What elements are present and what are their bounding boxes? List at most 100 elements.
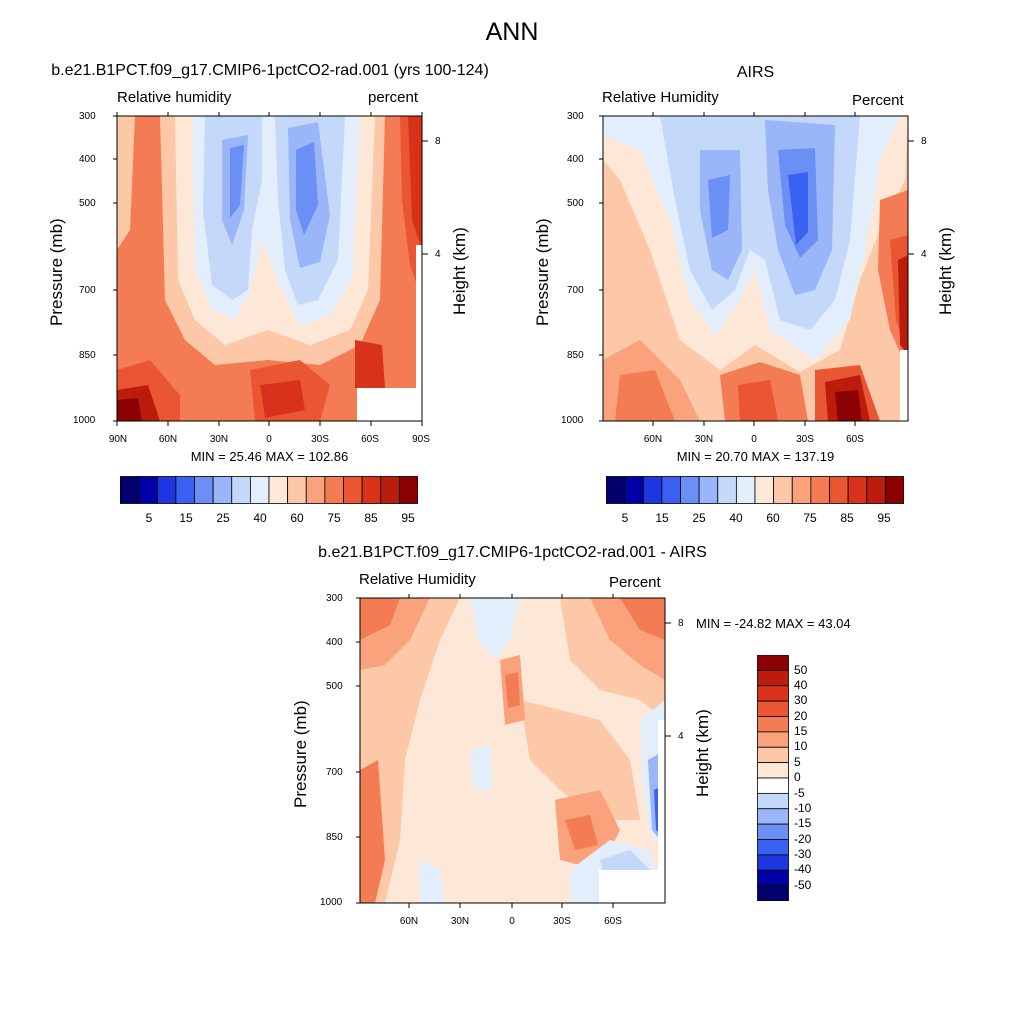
panel3-ytick: 300 bbox=[326, 593, 343, 604]
panel1-units-label: percent bbox=[368, 89, 419, 106]
colorbar-swatch bbox=[757, 655, 789, 671]
panel2-ytick: 300 bbox=[567, 111, 584, 122]
colorbar-swatch bbox=[757, 685, 789, 702]
panel3-ytick: 400 bbox=[326, 637, 343, 648]
colorbar-swatch bbox=[757, 839, 789, 856]
panel1-xtick: 0 bbox=[266, 434, 272, 445]
panel3-cb-tick: 5 bbox=[794, 755, 801, 769]
panel2-xtick: 60N bbox=[643, 434, 663, 445]
panel1-ytick: 300 bbox=[79, 111, 96, 122]
panel1-cb-tick: 5 bbox=[145, 511, 153, 525]
panel3-cb-tick: -30 bbox=[794, 847, 812, 861]
panel1-cb-tick: 60 bbox=[290, 511, 304, 525]
panel1-cb-tick: 85 bbox=[364, 511, 378, 525]
panel1-cb-tick: 95 bbox=[401, 511, 415, 525]
panel2-ytick: 1000 bbox=[561, 415, 584, 426]
panel3-colorbar bbox=[757, 655, 789, 901]
colorbar-swatch bbox=[884, 476, 904, 504]
colorbar-swatch bbox=[757, 746, 789, 764]
panel2-units-label: Percent bbox=[852, 92, 904, 109]
panel2-xtick: 30N bbox=[694, 434, 714, 445]
panel1-xtick: 60S bbox=[361, 434, 379, 445]
panel1-ytick: 500 bbox=[79, 198, 96, 209]
panel1-cb-tick: 15 bbox=[179, 511, 193, 525]
colorbar-swatch bbox=[757, 854, 789, 871]
colorbar-swatch bbox=[398, 476, 418, 504]
panel3-units-label: Percent bbox=[609, 574, 661, 591]
panel3-xtick: 60N bbox=[399, 916, 419, 927]
panel1-cb-tick: 25 bbox=[216, 511, 230, 525]
panel3-cb-tick: 40 bbox=[794, 678, 808, 692]
panel3-cb-tick: 0 bbox=[794, 770, 801, 784]
panel2-ytick: 700 bbox=[567, 285, 584, 296]
panel2-cb-tick: 40 bbox=[729, 511, 743, 525]
panel3-cb-tick: 30 bbox=[794, 693, 808, 707]
panel2-cb-tick: 95 bbox=[877, 511, 891, 525]
panel3-cb-tick: 20 bbox=[794, 709, 808, 723]
panel3-ytick: 1000 bbox=[320, 897, 343, 908]
panel2-cb-tick: 5 bbox=[621, 511, 629, 525]
panel1-ytick: 400 bbox=[79, 154, 96, 165]
colorbar-swatch bbox=[757, 669, 789, 687]
panel2-xtick: 0 bbox=[751, 434, 757, 445]
panel1-ytick: 1000 bbox=[73, 415, 96, 426]
panel2-cb-tick: 75 bbox=[803, 511, 817, 525]
panel3-xtick: 30N bbox=[450, 916, 470, 927]
panel2-case-title: AIRS bbox=[736, 64, 775, 81]
panel2-ytick: 850 bbox=[567, 350, 584, 361]
figure-title: ANN bbox=[485, 18, 539, 46]
panel1-ytick-right: 4 bbox=[435, 249, 441, 260]
panel2-cb-tick: 15 bbox=[655, 511, 669, 525]
panel3-ytick: 850 bbox=[326, 832, 343, 843]
colorbar-swatch bbox=[757, 716, 789, 733]
colorbar-swatch bbox=[757, 885, 789, 901]
panel3-case-title: b.e21.B1PCT.f09_g17.CMIP6-1pctCO2-rad.00… bbox=[318, 544, 707, 561]
panel3-cb-tick: -50 bbox=[794, 878, 812, 892]
colorbar-swatch bbox=[757, 700, 789, 717]
panel2-xtick: 60S bbox=[846, 434, 864, 445]
panel3-cb-tick: -20 bbox=[794, 832, 812, 846]
colorbar-swatch bbox=[757, 777, 789, 794]
colorbar-swatch bbox=[757, 731, 789, 748]
panel3-xtick: 0 bbox=[509, 916, 515, 927]
panel2-cb-tick: 85 bbox=[840, 511, 854, 525]
panel1-xtick: 30S bbox=[311, 434, 329, 445]
colorbar-swatch bbox=[757, 869, 789, 887]
panel3-cb-tick: -5 bbox=[794, 786, 805, 800]
panel3-field-label: Relative Humidity bbox=[359, 571, 476, 588]
panel1-cb-tick: 75 bbox=[327, 511, 341, 525]
panel2-ytick-right: 4 bbox=[921, 249, 927, 260]
panel1-colorbar bbox=[120, 476, 418, 504]
panel2-cb-tick: 25 bbox=[692, 511, 706, 525]
panel2-ytick-right: 8 bbox=[921, 136, 927, 147]
panel3-cb-tick: 50 bbox=[794, 663, 808, 677]
panel3-cb-tick: -10 bbox=[794, 801, 812, 815]
panel2-ytick: 400 bbox=[567, 154, 584, 165]
colorbar-swatch bbox=[757, 762, 789, 779]
panel3-cb-tick: -15 bbox=[794, 816, 812, 830]
colorbar-swatch bbox=[757, 823, 789, 840]
panel2-minmax: MIN = 20.70 MAX = 137.19 bbox=[676, 449, 835, 464]
panel3-cb-tick: -40 bbox=[794, 862, 812, 876]
panel3-xtick: 60S bbox=[604, 916, 622, 927]
panel1-xtick: 30N bbox=[209, 434, 229, 445]
colorbar-swatch bbox=[757, 808, 789, 825]
panel2-xtick: 30S bbox=[796, 434, 814, 445]
panel2-cb-tick: 60 bbox=[766, 511, 780, 525]
panel3-ytick: 700 bbox=[326, 767, 343, 778]
panel3-xtick: 30S bbox=[553, 916, 571, 927]
panel1-xtick: 60N bbox=[158, 434, 178, 445]
panel2-field-label: Relative Humidity bbox=[602, 89, 719, 106]
panel3-cb-tick: 10 bbox=[794, 739, 808, 753]
panel1-cb-tick: 40 bbox=[253, 511, 267, 525]
panel1-field-label: Relative humidity bbox=[117, 89, 232, 106]
panel1-minmax: MIN = 25.46 MAX = 102.86 bbox=[190, 449, 349, 464]
panel2-ytick: 500 bbox=[567, 198, 584, 209]
panel3-ytick-right: 8 bbox=[678, 618, 684, 629]
panel1-case-title: b.e21.B1PCT.f09_g17.CMIP6-1pctCO2-rad.00… bbox=[51, 62, 489, 79]
panel3-cb-tick: 15 bbox=[794, 724, 808, 738]
panel1-ytick: 700 bbox=[79, 285, 96, 296]
